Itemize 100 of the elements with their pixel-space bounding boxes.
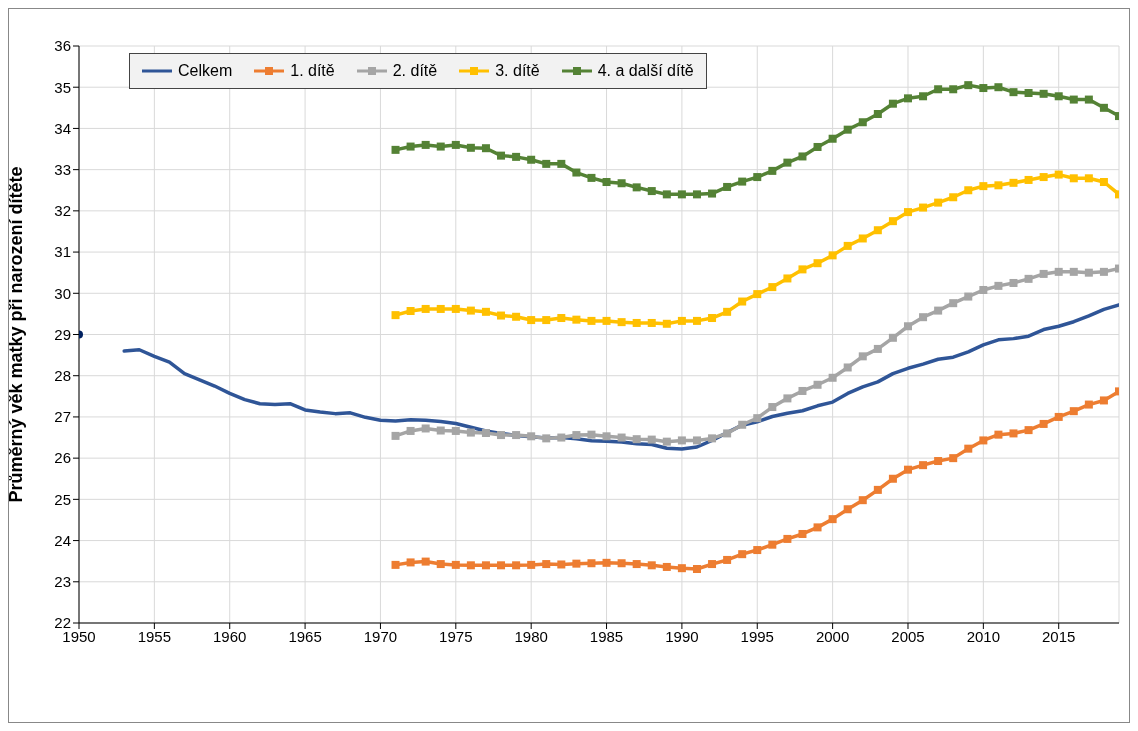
point [798, 152, 807, 161]
point [542, 159, 551, 168]
point [1039, 419, 1048, 428]
point [903, 94, 912, 103]
point [708, 434, 717, 443]
point [979, 182, 988, 191]
point [527, 560, 536, 569]
point [979, 436, 988, 445]
point [828, 373, 837, 382]
point [512, 561, 521, 570]
point [1069, 267, 1078, 276]
point [723, 307, 732, 316]
y-tick-label: 25 [54, 490, 71, 508]
legend-label: 3. dítě [495, 62, 540, 80]
point [843, 363, 852, 372]
point [1099, 103, 1108, 112]
point [753, 546, 762, 555]
point [1054, 170, 1063, 179]
point [843, 241, 852, 250]
point [692, 436, 701, 445]
point [617, 318, 626, 327]
point [617, 433, 626, 442]
point [557, 433, 566, 442]
point [617, 179, 626, 188]
point [497, 561, 506, 570]
point [572, 431, 581, 440]
point [753, 414, 762, 423]
point [919, 461, 928, 470]
point [677, 190, 686, 199]
point [903, 208, 912, 217]
point [1099, 267, 1108, 276]
point [512, 431, 521, 440]
point [753, 290, 762, 299]
point [873, 226, 882, 235]
point [934, 306, 943, 315]
point [768, 283, 777, 292]
line-series [122, 303, 1119, 451]
point [466, 428, 475, 437]
point [391, 311, 400, 320]
point [542, 316, 551, 325]
point [903, 322, 912, 331]
point [888, 217, 897, 226]
y-tick-label: 28 [54, 367, 71, 385]
point [1099, 178, 1108, 187]
y-tick-label: 35 [54, 78, 71, 96]
point [828, 134, 837, 143]
y-tick-label: 36 [54, 37, 71, 55]
y-tick-label: 27 [54, 408, 71, 426]
point [602, 432, 611, 441]
point [949, 85, 958, 94]
point [934, 85, 943, 94]
point [873, 110, 882, 118]
point [738, 550, 747, 559]
point [919, 313, 928, 322]
point [572, 168, 581, 177]
point [994, 181, 1003, 190]
point [1024, 426, 1033, 435]
point [617, 559, 626, 568]
point [934, 198, 943, 207]
point [1039, 89, 1048, 98]
point [647, 318, 656, 327]
point [466, 143, 475, 152]
y-tick-label: 23 [54, 573, 71, 591]
y-tick-label: 31 [54, 243, 71, 261]
x-tick-label: 1955 [137, 627, 172, 645]
point [1054, 267, 1063, 276]
x-tick-label: 1995 [740, 627, 774, 645]
point [768, 166, 777, 175]
point [828, 515, 837, 524]
point [813, 380, 822, 389]
legend-label: 4. a další dítě [597, 62, 694, 80]
point [1039, 269, 1048, 278]
x-tick-label: 2000 [815, 627, 850, 645]
point [1009, 278, 1018, 287]
point [497, 151, 506, 160]
point [451, 304, 460, 313]
point [964, 186, 973, 195]
point [1069, 407, 1078, 416]
point [1084, 268, 1093, 277]
point [888, 474, 897, 483]
point [858, 118, 867, 127]
point [1084, 95, 1093, 104]
point [708, 560, 717, 569]
point [632, 560, 641, 569]
point [481, 561, 490, 570]
point [451, 426, 460, 435]
point [512, 312, 521, 321]
point [858, 234, 867, 243]
point [964, 444, 973, 453]
point [677, 564, 686, 573]
x-tick-label: 2015 [1042, 627, 1076, 645]
point [662, 562, 671, 571]
point [587, 559, 596, 568]
point [557, 159, 566, 168]
point [949, 299, 958, 308]
point [587, 430, 596, 439]
point [783, 394, 792, 403]
point [723, 182, 732, 191]
point [451, 140, 460, 149]
point [934, 457, 943, 466]
